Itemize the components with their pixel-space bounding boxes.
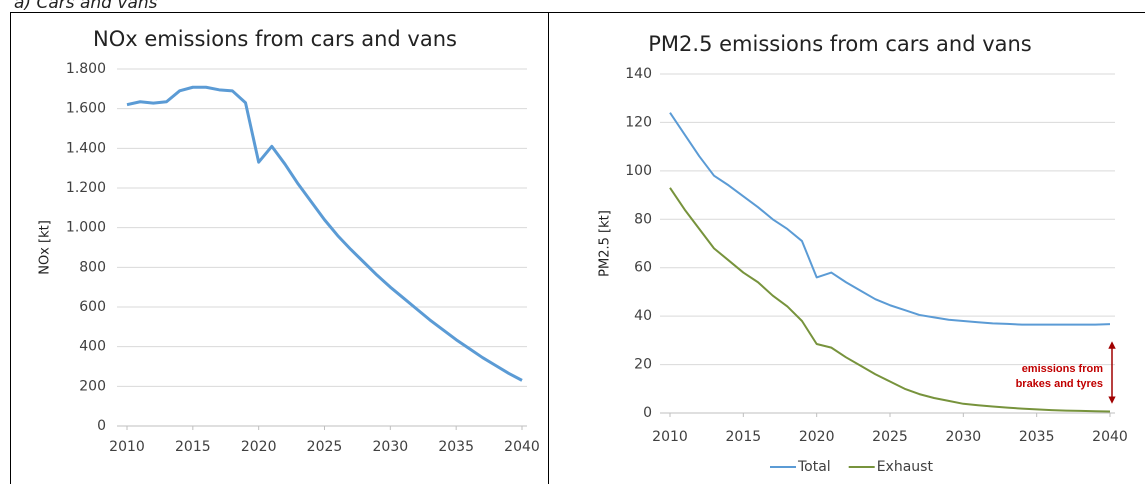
- x-tick-label: 2015: [175, 439, 211, 455]
- chart-title: NOx emissions from cars and vans: [93, 27, 457, 51]
- y-tick-label: 1.800: [66, 61, 106, 77]
- x-tick-label: 2030: [946, 429, 982, 445]
- legend-label: Total: [797, 459, 831, 475]
- annotation: emissions from: [1022, 363, 1104, 375]
- y-tick-label: 1.600: [66, 101, 106, 117]
- data-line: [669, 187, 1111, 413]
- x-tick-label: 2040: [504, 439, 540, 455]
- x-tick-label: 2010: [652, 429, 688, 445]
- x-tick-label: 2040: [1092, 429, 1128, 445]
- y-tick-label: 800: [79, 259, 106, 275]
- x-tick-label: 2030: [373, 439, 409, 455]
- y-axis-title: PM2.5 [kt]: [598, 210, 613, 277]
- y-tick-label: 0: [643, 405, 652, 421]
- y-tick-label: 0: [97, 418, 106, 434]
- x-tick-label: 2020: [799, 429, 835, 445]
- y-tick-label: 60: [634, 260, 652, 276]
- x-tick-label: 2035: [1019, 429, 1055, 445]
- x-tick-label: 2015: [726, 429, 762, 445]
- y-tick-label: 140: [625, 66, 652, 82]
- caption: a) Cars and vans: [14, 0, 158, 13]
- data-line: [126, 85, 523, 382]
- y-tick-label: 200: [79, 378, 106, 394]
- legend-label: Exhaust: [877, 459, 934, 475]
- x-tick-label: 2025: [307, 439, 343, 455]
- x-tick-label: 2035: [438, 439, 474, 455]
- data-line: [669, 112, 1111, 326]
- panel-frame: [10, 12, 549, 484]
- y-axis-title: NOx [kt]: [38, 220, 53, 275]
- y-tick-label: 1.200: [66, 180, 106, 196]
- x-tick-label: 2025: [872, 429, 908, 445]
- x-tick-label: 2010: [109, 439, 145, 455]
- y-tick-label: 1.400: [66, 140, 106, 156]
- y-tick-label: 80: [634, 211, 652, 227]
- y-tick-label: 40: [634, 308, 652, 324]
- y-tick-label: 120: [625, 114, 652, 130]
- chart-title: PM2.5 emissions from cars and vans: [648, 32, 1032, 56]
- y-tick-label: 400: [79, 339, 106, 355]
- y-tick-label: 600: [79, 299, 106, 315]
- y-tick-label: 1.000: [66, 220, 106, 236]
- annotation: brakes and tyres: [1016, 378, 1103, 390]
- y-tick-label: 20: [634, 357, 652, 373]
- y-tick-label: 100: [625, 163, 652, 179]
- x-tick-label: 2020: [241, 439, 277, 455]
